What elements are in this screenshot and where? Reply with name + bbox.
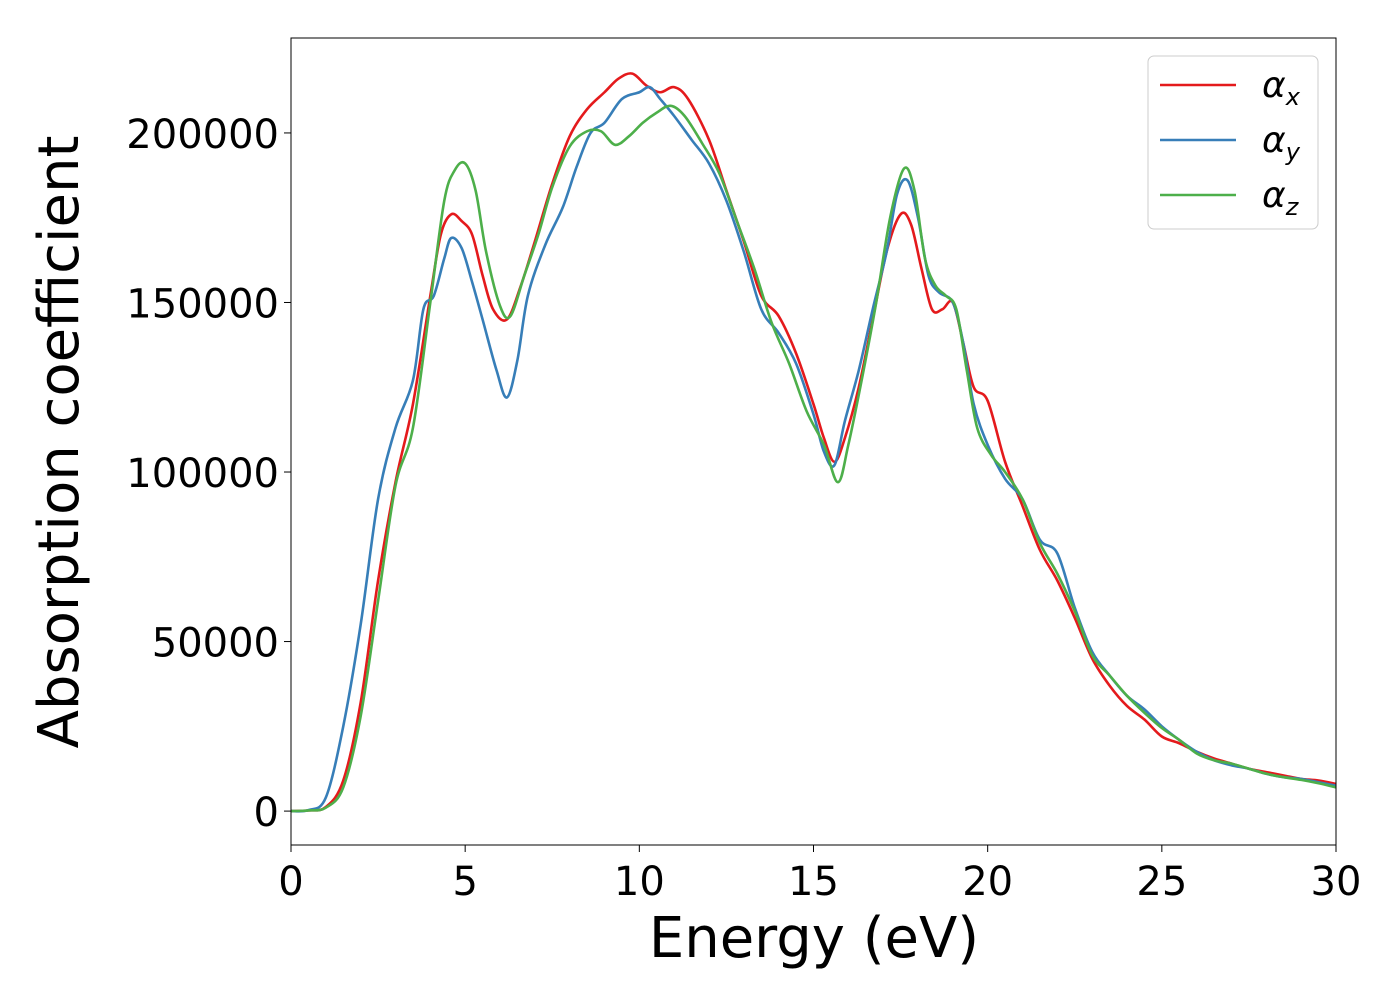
series-line-x — [291, 72, 1336, 813]
x-axis-label: Energy (eV) — [649, 906, 979, 971]
x-tick-label: 0 — [278, 859, 303, 905]
series-layer — [291, 72, 1336, 813]
y-axis-ticks: 0 50000 100000 150000 200000 — [126, 112, 291, 836]
y-tick-label: 50000 — [152, 621, 279, 667]
x-tick-label: 25 — [1136, 859, 1187, 905]
x-tick-label: 5 — [452, 859, 477, 905]
x-axis-ticks: 0 5 10 15 20 25 30 — [278, 845, 1361, 905]
y-tick-label: 0 — [254, 790, 279, 836]
y-tick-label: 200000 — [126, 112, 279, 158]
y-tick-label: 100000 — [126, 451, 279, 497]
x-tick-label: 30 — [1311, 859, 1362, 905]
legend-label-x: αx — [1262, 65, 1301, 111]
legend-box — [1147, 55, 1319, 230]
x-tick-label: 20 — [962, 859, 1013, 905]
legend-label-y: αy — [1262, 120, 1301, 166]
y-axis-label: Absorption coefficient — [27, 136, 92, 749]
x-tick-label: 15 — [788, 859, 839, 905]
series-line-z — [291, 104, 1336, 813]
x-tick-label: 10 — [614, 859, 665, 905]
y-tick-label: 150000 — [126, 281, 279, 327]
